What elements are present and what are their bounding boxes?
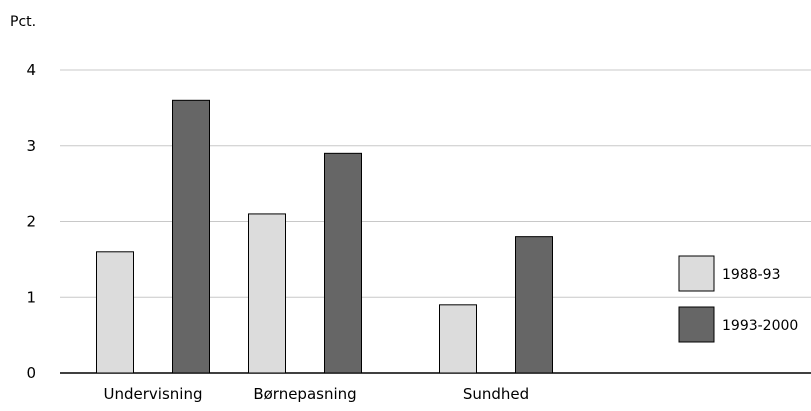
y-tick-label: 0 — [26, 364, 36, 382]
x-axis-categories: Undervisning Børnepasning Sundhed — [104, 385, 530, 403]
y-axis-unit-label: Pct. — [10, 14, 36, 30]
bar-sundhed-1 — [515, 236, 553, 374]
y-axis-ticks: 0 1 2 3 4 — [26, 61, 36, 382]
legend-label: 1988-93 — [722, 267, 781, 283]
bar-sundhed-0 — [439, 304, 477, 374]
x-category-label: Undervisning — [104, 385, 203, 403]
bar-undervisning-0 — [96, 251, 134, 374]
legend-swatch-0 — [678, 255, 715, 292]
y-tick-label: 4 — [26, 61, 36, 79]
y-tick-label: 2 — [26, 213, 36, 231]
y-tick-label: 1 — [26, 288, 36, 306]
bar-b-rnepasning-1 — [324, 152, 362, 374]
bar-b-rnepasning-0 — [248, 213, 286, 374]
y-tick-label: 3 — [26, 137, 36, 155]
bars — [96, 99, 553, 374]
x-category-label: Sundhed — [463, 385, 529, 403]
legend: 1988-93 1993-2000 — [678, 255, 798, 343]
legend-label: 1993-2000 — [722, 318, 798, 334]
x-category-label: Børnepasning — [253, 385, 356, 403]
legend-swatch-1 — [678, 306, 715, 343]
bar-undervisning-1 — [172, 99, 210, 374]
